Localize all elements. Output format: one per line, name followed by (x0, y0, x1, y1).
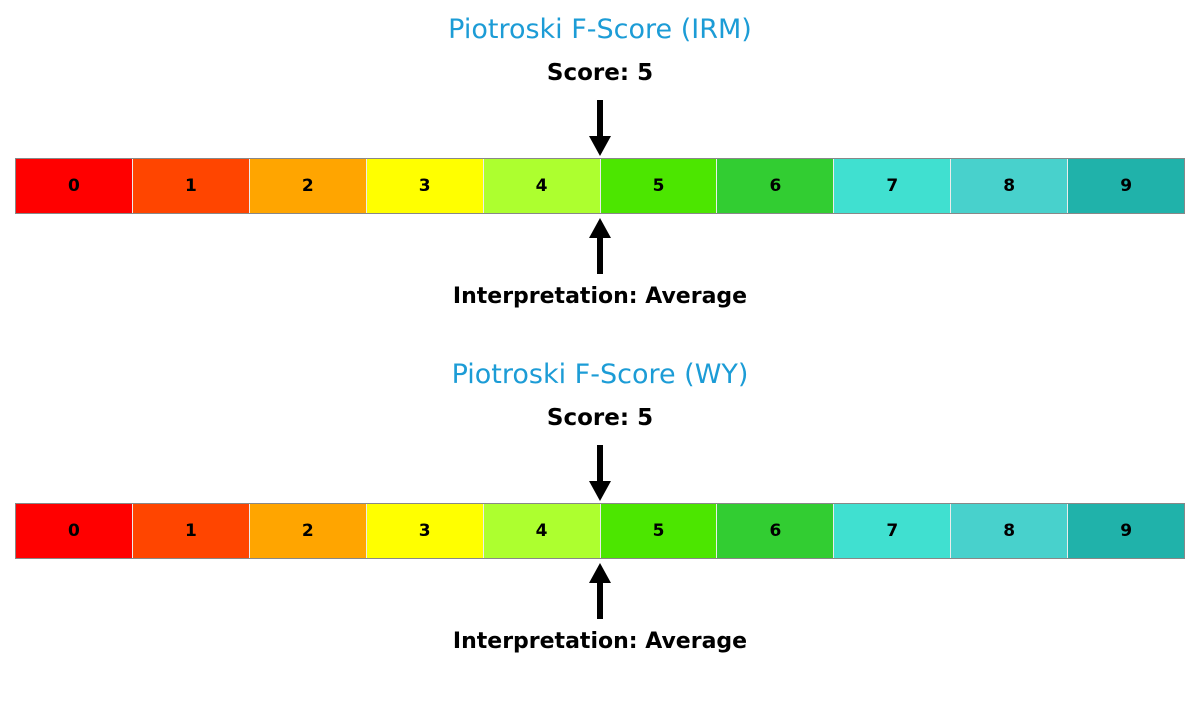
score-cell-4: 4 (482, 159, 600, 213)
score-label: Score: 5 (546, 405, 654, 431)
score-cell-2: 2 (248, 159, 366, 213)
score-cell-2: 2 (248, 504, 366, 558)
interpretation-label: Interpretation: Average (452, 629, 748, 654)
score-cell-6: 6 (716, 504, 834, 558)
score-cell-3: 3 (365, 159, 483, 213)
up-arrow-icon (587, 563, 613, 619)
score-cell-4: 4 (482, 504, 600, 558)
score-cell-7: 7 (833, 159, 951, 213)
score-cell-3: 3 (365, 504, 483, 558)
score-cell-9: 9 (1067, 159, 1185, 213)
score-cell-0: 0 (16, 159, 132, 213)
score-cell-9: 9 (1067, 504, 1185, 558)
down-arrow-icon (587, 100, 613, 156)
interpretation-label: Interpretation: Average (452, 284, 748, 309)
score-cell-6: 6 (716, 159, 834, 213)
score-cell-1: 1 (131, 504, 249, 558)
interpretation-pointer-row (15, 563, 1185, 621)
score-cell-1: 1 (131, 159, 249, 213)
down-arrow-icon (587, 445, 613, 501)
score-cell-8: 8 (950, 504, 1068, 558)
score-pointer-row (15, 445, 1185, 503)
interpretation-pointer-row (15, 218, 1185, 276)
chart-title: Piotroski F-Score (WY) (451, 359, 749, 390)
score-label: Score: 5 (546, 60, 654, 86)
up-arrow-icon (587, 218, 613, 274)
score-cell-5: 5 (599, 504, 717, 558)
score-cell-7: 7 (833, 504, 951, 558)
score-pointer-row (15, 100, 1185, 158)
score-cell-0: 0 (16, 504, 132, 558)
chart-title: Piotroski F-Score (IRM) (448, 14, 752, 45)
score-cell-8: 8 (950, 159, 1068, 213)
score-cell-5: 5 (599, 159, 717, 213)
